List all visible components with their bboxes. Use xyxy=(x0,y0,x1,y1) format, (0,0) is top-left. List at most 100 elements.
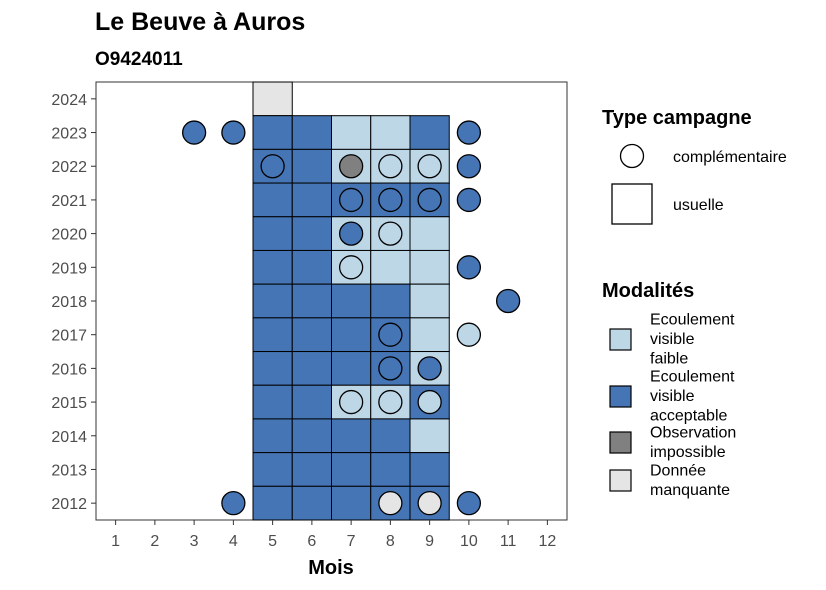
point-2021-8 xyxy=(378,187,403,213)
point-2012-9 xyxy=(417,491,442,516)
cell-2014-7 xyxy=(331,418,372,454)
cell-2018-9 xyxy=(409,283,450,319)
point-2020-7 xyxy=(338,221,364,246)
point-2019-10 xyxy=(456,255,482,280)
cell-2017-9 xyxy=(409,317,450,353)
cell-2012-5 xyxy=(252,485,293,521)
legend-modalite-label: Donnée manquante xyxy=(650,462,730,499)
cell-2019-5 xyxy=(252,249,293,285)
point-2022-7 xyxy=(338,154,364,179)
cell-2014-8 xyxy=(370,418,411,454)
point-2017-10 xyxy=(456,322,482,347)
point-2015-7 xyxy=(338,389,364,415)
cell-2013-7 xyxy=(331,452,372,487)
cell-2018-5 xyxy=(252,283,293,319)
x-tick-label: 10 xyxy=(460,533,478,550)
y-tick-label: 2023 xyxy=(51,126,87,143)
cell-2024-5 xyxy=(252,81,293,117)
legend-swatch-impossible xyxy=(609,431,632,454)
cell-2016-6 xyxy=(291,351,332,386)
y-axis: 2012 2013 2014 2015 2016 2017 2018 2019 2020 2021… xyxy=(51,92,96,513)
x-axis-label: Mois xyxy=(308,557,354,579)
y-tick-label: 2015 xyxy=(51,395,87,412)
point-2022-8 xyxy=(378,154,403,179)
cell-2023-5 xyxy=(252,115,293,150)
cell-2014-5 xyxy=(252,418,293,454)
chart-title: Le Beuve à Auros xyxy=(95,8,305,36)
cell-2018-6 xyxy=(291,283,332,319)
y-tick-label: 2019 xyxy=(51,260,87,277)
point-2019-7 xyxy=(338,255,364,280)
point-2015-8 xyxy=(378,389,403,415)
x-tick-label: 1 xyxy=(111,533,120,550)
cell-2014-9 xyxy=(409,418,450,454)
cell-2023-8 xyxy=(370,115,411,150)
cell-2015-5 xyxy=(252,384,293,420)
cell-2019-8 xyxy=(370,249,411,285)
point-2020-8 xyxy=(378,221,403,246)
cell-2021-6 xyxy=(291,182,332,218)
x-tick-label: 4 xyxy=(229,533,238,550)
y-tick-label: 2018 xyxy=(51,294,87,311)
cell-2017-5 xyxy=(252,317,293,353)
point-2012-8 xyxy=(378,491,403,516)
x-tick-label: 9 xyxy=(425,533,434,550)
point-2021-10 xyxy=(456,187,482,213)
point-2018-11 xyxy=(495,288,521,314)
x-axis: 1 2 3 4 5 6 7 8 9 10 11 12 xyxy=(111,520,556,550)
cell-2018-8 xyxy=(370,283,411,319)
legend-type-title: Type campagne xyxy=(602,107,752,129)
point-2017-8 xyxy=(378,322,403,347)
cell-2023-6 xyxy=(291,115,332,150)
point-2022-9 xyxy=(417,154,442,179)
legend-modalite-label: Ecoulement visible acceptable xyxy=(650,369,735,425)
cell-2013-5 xyxy=(252,452,293,487)
cell-2013-9 xyxy=(409,452,450,487)
cell-2020-5 xyxy=(252,216,293,251)
point-2021-7 xyxy=(338,187,364,213)
legend-type-campagne: Type campagne complémentaire usuelle xyxy=(602,107,787,225)
legend-modalites: Modalités Ecoulement visible faibleEcouleme… xyxy=(602,280,736,499)
point-2023-3 xyxy=(181,120,207,145)
cell-2019-6 xyxy=(291,249,332,285)
y-tick-label: 2020 xyxy=(51,227,87,244)
cell-2021-5 xyxy=(252,182,293,218)
x-tick-label: 11 xyxy=(500,533,517,550)
cell-2016-7 xyxy=(331,351,372,386)
cell-2016-5 xyxy=(252,351,293,386)
legend-modalite-label: Ecoulement visible faible xyxy=(650,312,735,368)
cell-2020-6 xyxy=(291,216,332,251)
legend-swatch-manquante xyxy=(609,469,632,492)
usuelle-cells xyxy=(252,81,450,521)
point-2022-5 xyxy=(260,154,285,179)
cell-2015-6 xyxy=(291,384,332,420)
point-2016-9 xyxy=(417,356,442,381)
cell-2023-7 xyxy=(331,115,372,150)
cell-2012-6 xyxy=(291,485,332,521)
y-tick-label: 2016 xyxy=(51,361,87,378)
cell-2014-6 xyxy=(291,418,332,454)
cell-2012-7 xyxy=(331,485,372,521)
cell-2013-6 xyxy=(291,452,332,487)
y-tick-label: 2014 xyxy=(51,429,87,446)
cell-2017-6 xyxy=(291,317,332,353)
y-tick-label: 2013 xyxy=(51,462,87,479)
x-tick-label: 2 xyxy=(150,533,159,550)
cell-2020-9 xyxy=(409,216,450,251)
cell-2023-9 xyxy=(409,115,450,150)
point-2016-8 xyxy=(378,356,403,381)
cell-2019-9 xyxy=(409,249,450,285)
point-2012-4 xyxy=(221,491,246,516)
y-tick-label: 2012 xyxy=(51,496,87,513)
x-tick-label: 6 xyxy=(307,533,316,550)
cell-2013-8 xyxy=(370,452,411,487)
cell-2018-7 xyxy=(331,283,372,319)
point-2022-10 xyxy=(456,154,482,179)
chart-subtitle: O9424011 xyxy=(95,49,183,70)
point-2021-9 xyxy=(417,187,442,213)
point-2015-9 xyxy=(417,389,442,415)
legend-type-label: usuelle xyxy=(673,197,724,214)
legend-modalite-label: Observation impossible xyxy=(650,424,736,461)
cell-2017-7 xyxy=(331,317,372,353)
legend-swatch-acceptable xyxy=(609,385,632,408)
